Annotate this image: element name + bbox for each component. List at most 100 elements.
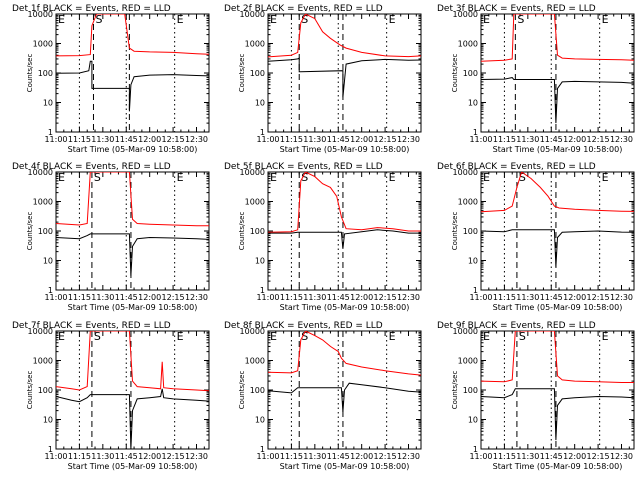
- event-marker-label: E: [602, 330, 609, 343]
- lld-series-line: [268, 172, 421, 233]
- x-tick-label: 12:00: [350, 452, 373, 461]
- event-marker-label: E: [483, 13, 490, 26]
- x-tick-label: 11:00: [44, 293, 67, 302]
- x-tick-label: 11:15: [493, 452, 516, 461]
- detector-panel: Det 9f BLACK = Events, RED = LLD 1 10 100 10…: [437, 321, 635, 471]
- x-tick-label: 12:00: [563, 293, 586, 302]
- y-tick-label: 10000: [240, 327, 265, 336]
- y-axis-label: Counts/sec: [238, 54, 246, 93]
- x-tick-label: 12:30: [610, 452, 633, 461]
- event-marker-label: S: [301, 13, 308, 26]
- x-tick-label: 12:30: [185, 135, 208, 144]
- y-axis-label: Counts/sec: [451, 54, 459, 93]
- y-tick-label: 1000: [33, 40, 53, 49]
- y-tick-label: 10000: [28, 10, 53, 19]
- x-tick-label: 11:00: [256, 293, 279, 302]
- events-series-line: [481, 388, 634, 441]
- event-marker-label: E: [58, 13, 65, 26]
- x-tick-label: 11:30: [91, 452, 114, 461]
- event-marker-label: E: [270, 13, 277, 26]
- x-tick-label: 11:45: [327, 135, 350, 144]
- x-tick-label: 12:00: [563, 135, 586, 144]
- event-marker-label: S: [94, 171, 101, 184]
- panel-title: Det 1f BLACK = Events, RED = LLD: [12, 4, 171, 14]
- y-tick-label: 10000: [240, 168, 265, 177]
- x-tick-label: 12:30: [185, 452, 208, 461]
- panel-title: Det 7f BLACK = Events, RED = LLD: [12, 321, 171, 331]
- x-tick-label: 11:00: [469, 135, 492, 144]
- event-marker-label: E: [270, 330, 277, 343]
- x-tick-label: 12:00: [563, 452, 586, 461]
- event-marker-label: E: [602, 171, 609, 184]
- x-tick-label: 12:00: [138, 452, 161, 461]
- event-marker-label: S: [517, 13, 524, 26]
- y-tick-label: 1000: [245, 198, 265, 207]
- events-series-line: [481, 229, 634, 268]
- x-tick-label: 11:45: [327, 452, 350, 461]
- event-marker-label: S: [301, 330, 308, 343]
- y-tick-label: 100: [38, 227, 53, 236]
- lld-series-line: [481, 172, 634, 213]
- y-axis-label: Counts/sec: [238, 371, 246, 410]
- series-group: [268, 172, 421, 249]
- x-tick-label: 12:30: [397, 293, 420, 302]
- x-tick-label: 11:15: [493, 135, 516, 144]
- x-tick-label: 11:45: [115, 452, 138, 461]
- event-marker-label: E: [389, 330, 396, 343]
- y-tick-label: 10: [43, 99, 53, 108]
- y-axis-label: Counts/sec: [26, 54, 34, 93]
- x-tick-label: 11:45: [327, 293, 350, 302]
- lld-series-line: [481, 331, 634, 383]
- y-tick-label: 1: [48, 286, 53, 295]
- y-tick-label: 10000: [453, 327, 478, 336]
- y-tick-label: 100: [250, 227, 265, 236]
- x-tick-label: 11:45: [540, 452, 563, 461]
- y-tick-label: 10000: [453, 10, 478, 19]
- x-tick-label: 12:00: [350, 293, 373, 302]
- y-tick-label: 1000: [33, 198, 53, 207]
- event-marker-label: E: [177, 13, 184, 26]
- y-tick-label: 10: [255, 99, 265, 108]
- detector-panel: Det 7f BLACK = Events, RED = LLD 1 10 100 10…: [12, 321, 210, 471]
- x-axis-label: Start Time (05-Mar-09 10:58:00): [280, 145, 410, 154]
- events-series-line: [268, 382, 421, 413]
- x-tick-label: 11:15: [68, 135, 91, 144]
- panel-title: Det 2f BLACK = Events, RED = LLD: [224, 4, 383, 14]
- y-tick-label: 100: [463, 386, 478, 395]
- event-marker-label: E: [177, 171, 184, 184]
- x-axis-label: Start Time (05-Mar-09 10:58:00): [280, 303, 410, 312]
- x-axis-label: Start Time (05-Mar-09 10:58:00): [68, 145, 198, 154]
- y-tick-label: 1: [473, 128, 478, 137]
- x-tick-label: 11:00: [469, 293, 492, 302]
- y-tick-label: 1: [260, 128, 265, 137]
- x-tick-label: 12:15: [587, 452, 610, 461]
- x-tick-label: 12:15: [162, 135, 185, 144]
- x-tick-label: 11:30: [91, 293, 114, 302]
- x-tick-label: 11:30: [303, 293, 326, 302]
- x-tick-label: 11:15: [280, 293, 303, 302]
- detector-panel: Det 1f BLACK = Events, RED = LLD 1 10 100 10…: [12, 4, 210, 154]
- detector-panel: Det 3f BLACK = Events, RED = LLD 1 10 100 10…: [437, 4, 635, 154]
- series-group: [481, 14, 634, 124]
- y-tick-label: 10000: [240, 10, 265, 19]
- x-axis-label: Start Time (05-Mar-09 10:58:00): [280, 462, 410, 471]
- x-tick-label: 11:45: [115, 135, 138, 144]
- y-tick-label: 1: [48, 128, 53, 137]
- y-tick-label: 10: [255, 416, 265, 425]
- x-tick-label: 11:15: [280, 452, 303, 461]
- y-tick-label: 1: [260, 445, 265, 454]
- panel-title: Det 4f BLACK = Events, RED = LLD: [12, 162, 171, 172]
- x-axis-label: Start Time (05-Mar-09 10:58:00): [493, 303, 623, 312]
- event-marker-label: E: [58, 171, 65, 184]
- panel-title: Det 9f BLACK = Events, RED = LLD: [437, 321, 596, 331]
- y-tick-label: 1000: [245, 40, 265, 49]
- event-marker-label: S: [519, 330, 526, 343]
- series-group: [481, 172, 634, 268]
- lld-series-line: [56, 172, 209, 227]
- y-axis-label: Counts/sec: [451, 212, 459, 251]
- y-tick-label: 100: [250, 69, 265, 78]
- series-group: [56, 14, 209, 112]
- event-marker-label: E: [270, 171, 277, 184]
- y-tick-label: 100: [250, 386, 265, 395]
- x-tick-label: 11:45: [540, 135, 563, 144]
